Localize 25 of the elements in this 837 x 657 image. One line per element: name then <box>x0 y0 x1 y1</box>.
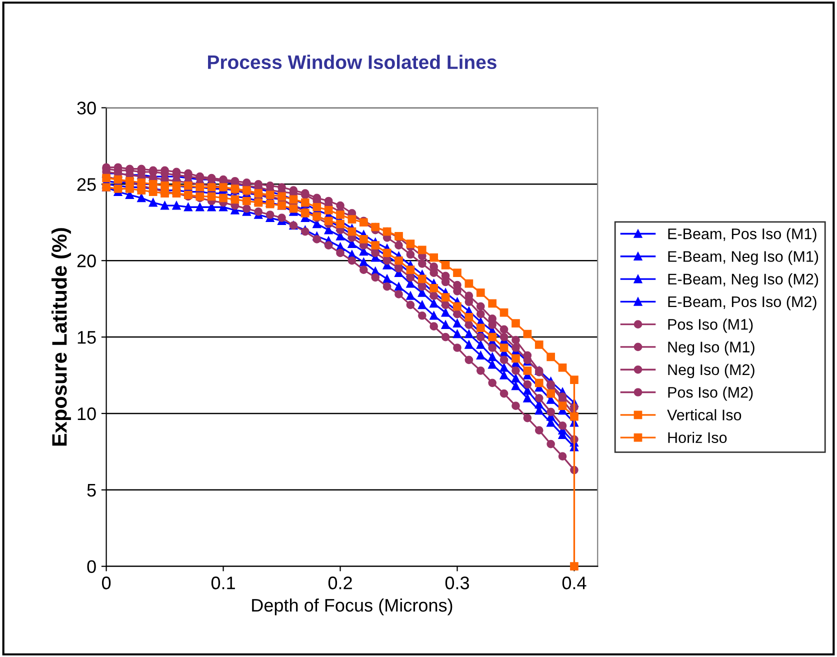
x-tick-label: 0.3 <box>445 576 469 590</box>
x-tick-label: 0.1 <box>211 576 235 590</box>
x-tick-label: 0.2 <box>328 576 352 590</box>
legend-label: Horiz Iso <box>668 432 727 444</box>
y-axis-title: Exposure Latitude (%) <box>52 228 71 446</box>
y-tick-label: 10 <box>78 407 96 420</box>
x-tick-label: 0 <box>102 576 111 590</box>
y-tick-label: 30 <box>77 102 96 114</box>
y-tick-label: 0 <box>87 560 96 574</box>
legend-label: E-Beam, Neg Iso (M2) <box>668 273 818 288</box>
legend-label: Neg Iso (M1) <box>668 341 754 356</box>
y-tick-label: 5 <box>87 484 96 497</box>
x-tick-label: 0.4 <box>562 576 586 590</box>
x-axis-title: Depth of Focus (Microns) <box>252 598 452 616</box>
chart-title: Process Window Isolated Lines <box>208 54 496 70</box>
legend-label: E-Beam, Pos Iso (M1) <box>668 228 816 242</box>
y-tick-label: 20 <box>77 254 96 268</box>
y-tick-label: 25 <box>77 178 96 191</box>
legend-label: E-Beam, Neg Iso (M1) <box>668 250 818 265</box>
legend-label: Neg Iso (M2) <box>668 364 754 378</box>
legend-label: E-Beam, Pos Iso (M2) <box>668 296 816 310</box>
y-tick-label: 15 <box>78 331 96 344</box>
legend-label: Pos Iso (M1) <box>668 318 753 333</box>
legend-label: Pos Iso (M2) <box>668 386 753 401</box>
legend-label: Vertical Iso <box>667 409 742 420</box>
